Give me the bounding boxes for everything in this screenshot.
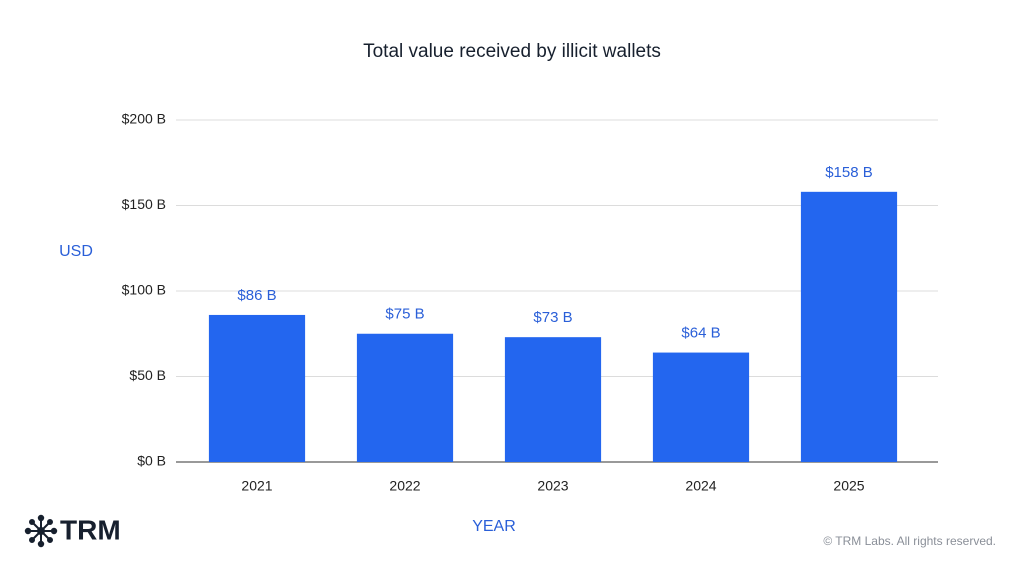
chart-title: Total value received by illicit wallets [363,41,661,62]
bar [356,333,454,462]
x-tick-label: 2023 [537,478,568,494]
bar [800,191,898,462]
y-tick-label: $150 B [122,196,166,212]
x-tick-label: 2024 [685,478,716,494]
y-tick-label: $100 B [122,282,166,298]
logo-icon [24,514,58,548]
value-label: $64 B [681,325,720,342]
x-tick-label: 2025 [833,478,864,494]
brand: TRM [60,514,121,545]
value-label: $158 B [825,164,873,181]
bar [208,314,306,462]
bar [652,352,750,462]
x-tick-label: 2022 [389,478,420,494]
value-label: $73 B [533,309,572,326]
value-label: $75 B [385,306,424,323]
y-tick-label: $200 B [122,111,166,127]
x-tick-label: 2021 [241,478,272,494]
bar [504,337,602,462]
copyright: © TRM Labs. All rights reserved. [823,534,996,548]
y-tick-label: $50 B [129,367,166,383]
x-axis-label: YEAR [472,518,516,535]
y-axis-label: USD [59,243,93,260]
y-tick-label: $0 B [137,453,166,469]
value-label: $86 B [237,287,276,304]
